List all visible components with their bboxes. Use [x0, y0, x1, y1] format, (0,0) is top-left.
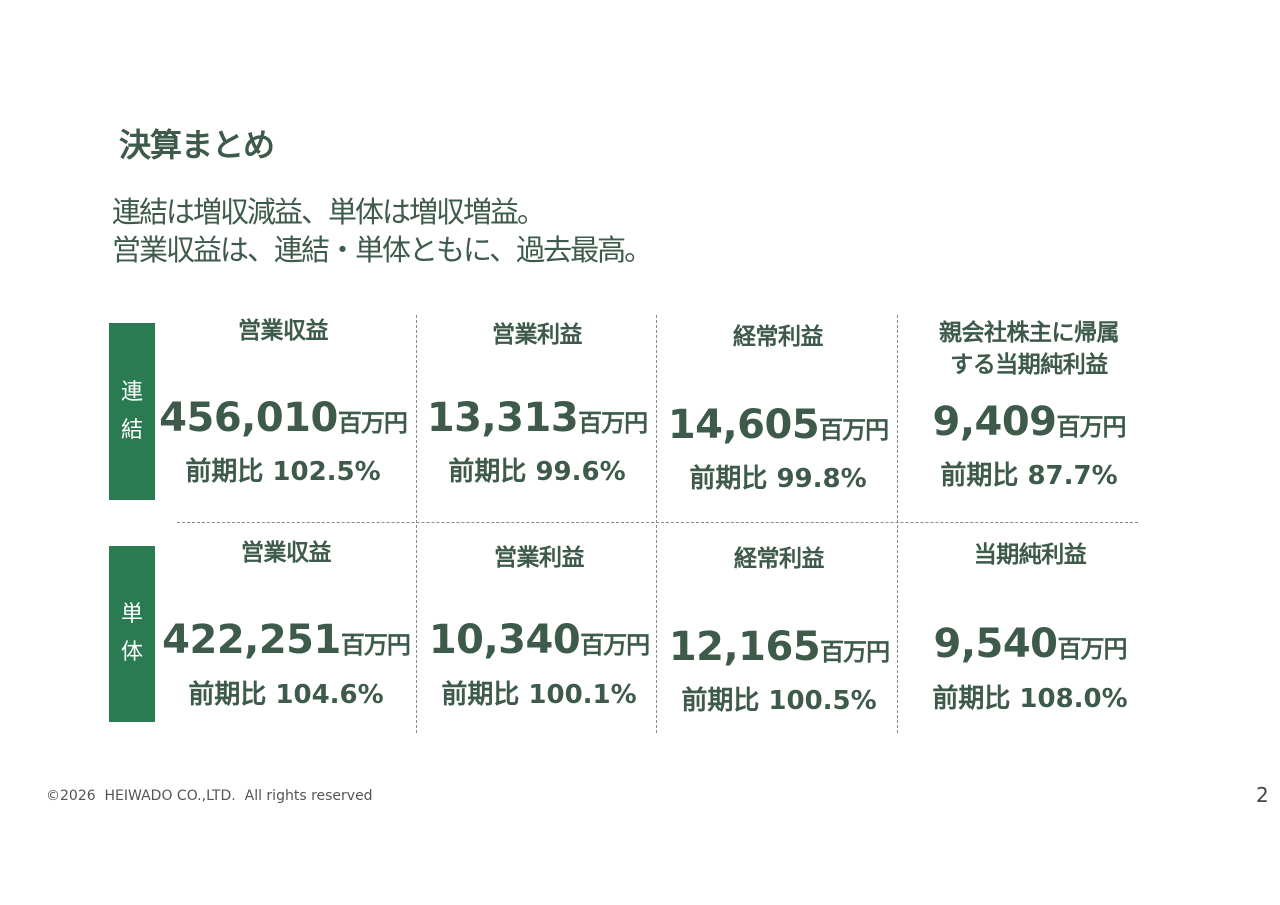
copyright-footer: ©2026 HEIWADO CO.,LTD. All rights reserv… — [46, 788, 373, 804]
ratio-label: 前期比 — [940, 461, 1019, 491]
yoy-ratio: 前期比 99.6% — [410, 456, 664, 488]
metric-value: 10,340百万円 — [412, 617, 666, 671]
metric-heading: 親会社株主に帰属 — [939, 320, 1120, 346]
consolidated-operating-profit: 営業利益 13,313百万円 前期比 99.6% — [420, 315, 654, 515]
ratio-label: 前期比 — [689, 464, 768, 494]
metric-heading: 営業収益 — [238, 318, 329, 344]
yoy-ratio: 前期比 102.5% — [153, 456, 413, 488]
metric-heading: 経常利益 — [734, 546, 825, 572]
slide-title: 決算まとめ — [119, 126, 275, 164]
value-unit: 百万円 — [340, 631, 411, 659]
summary-line-1: 連結は増収減益、単体は増収増益。 — [112, 195, 546, 229]
consolidated-net-income: 親会社株主に帰属 する当期純利益 9,409百万円 前期比 87.7% — [902, 315, 1156, 515]
ratio-value: 87.7% — [1027, 461, 1118, 491]
column-divider — [416, 315, 417, 733]
consolidated-label-char: 結 — [120, 417, 143, 443]
consolidated-operating-revenue: 営業収益 456,010百万円 前期比 102.5% — [159, 315, 408, 515]
summary-text: 連結は増収減益、単体は増収増益。 営業収益は、連結・単体ともに、過去最高。 — [112, 193, 653, 269]
metric-value: 9,540百万円 — [893, 621, 1167, 675]
ratio-label: 前期比 — [448, 457, 527, 487]
ratio-label: 前期比 — [681, 686, 760, 716]
value-number: 14,605 — [667, 402, 820, 448]
summary-line-2: 営業収益は、連結・単体ともに、過去最高。 — [112, 233, 653, 267]
ratio-value: 102.5% — [272, 457, 381, 487]
row-divider — [177, 522, 1138, 523]
yoy-ratio: 前期比 104.6% — [156, 679, 416, 711]
ratio-label: 前期比 — [932, 684, 1011, 714]
column-divider — [656, 315, 657, 733]
standalone-net-income: 当期純利益 9,540百万円 前期比 108.0% — [903, 537, 1157, 737]
value-number: 13,313 — [426, 395, 579, 441]
value-unit: 百万円 — [337, 409, 408, 437]
standalone-label-char: 単 — [120, 602, 143, 627]
metric-heading: 経常利益 — [733, 324, 824, 350]
metric-heading: 当期純利益 — [973, 542, 1087, 568]
metric-heading: 営業利益 — [492, 322, 583, 348]
value-unit: 百万円 — [1056, 413, 1127, 441]
value-number: 456,010 — [159, 395, 338, 441]
page-number: 2 — [1256, 783, 1269, 807]
yoy-ratio: 前期比 108.0% — [893, 683, 1167, 715]
metric-value: 422,251百万円 — [156, 617, 416, 671]
yoy-ratio: 前期比 100.5% — [651, 685, 907, 717]
consolidated-ordinary-profit: 経常利益 14,605百万円 前期比 99.8% — [660, 315, 896, 515]
metric-value: 456,010百万円 — [153, 395, 413, 449]
value-number: 10,340 — [428, 617, 581, 663]
ratio-label: 前期比 — [188, 680, 267, 710]
metric-heading-line-2: する当期純利益 — [950, 352, 1108, 378]
ratio-value: 100.5% — [768, 686, 877, 716]
consolidated-label: 連 結 — [109, 323, 155, 500]
ratio-label: 前期比 — [185, 457, 264, 487]
standalone-label: 単 体 — [109, 546, 155, 722]
ratio-value: 99.8% — [776, 464, 867, 494]
ratio-value: 100.1% — [528, 680, 637, 710]
metric-heading: 営業収益 — [241, 540, 332, 566]
metric-value: 14,605百万円 — [650, 402, 906, 456]
value-number: 12,165 — [668, 624, 821, 670]
standalone-label-char: 体 — [120, 640, 143, 665]
value-number: 422,251 — [162, 617, 341, 663]
standalone-operating-profit: 営業利益 10,340百万円 前期比 100.1% — [422, 537, 656, 737]
standalone-ordinary-profit: 経常利益 12,165百万円 前期比 100.5% — [661, 537, 897, 737]
metric-value: 13,313百万円 — [410, 395, 664, 449]
ratio-value: 104.6% — [275, 680, 384, 710]
metric-value: 9,409百万円 — [892, 399, 1166, 453]
standalone-operating-revenue: 営業収益 422,251百万円 前期比 104.6% — [162, 537, 411, 737]
value-unit: 百万円 — [1057, 635, 1128, 663]
value-unit: 百万円 — [819, 416, 889, 444]
column-divider — [897, 315, 898, 733]
yoy-ratio: 前期比 100.1% — [412, 679, 666, 711]
metric-value: 12,165百万円 — [651, 624, 907, 678]
value-number: 9,540 — [933, 621, 1058, 667]
yoy-ratio: 前期比 99.8% — [650, 463, 906, 495]
value-unit: 百万円 — [578, 409, 648, 437]
value-unit: 百万円 — [580, 631, 650, 659]
value-unit: 百万円 — [820, 638, 890, 666]
ratio-label: 前期比 — [441, 680, 520, 710]
value-number: 9,409 — [932, 399, 1057, 445]
consolidated-label-char: 連 — [120, 379, 143, 405]
ratio-value: 108.0% — [1019, 684, 1128, 714]
yoy-ratio: 前期比 87.7% — [892, 460, 1166, 492]
ratio-value: 99.6% — [535, 457, 626, 487]
metric-heading: 営業利益 — [494, 545, 585, 571]
